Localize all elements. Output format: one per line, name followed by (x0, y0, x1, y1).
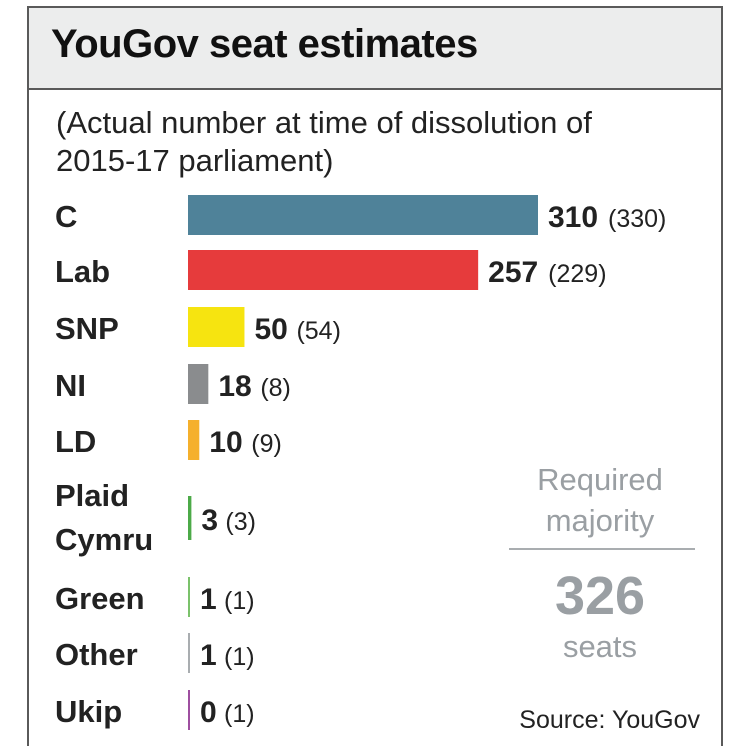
chart-subtitle: (Actual number at time of dissolution of… (56, 105, 592, 178)
party-label-other: Other (55, 637, 138, 672)
party-label-ukip: Ukip (55, 694, 122, 729)
party-label-plaid-cymru: Cymru (55, 522, 153, 557)
bar-ukip (188, 690, 190, 730)
bar-green (188, 577, 190, 617)
bar-ni (188, 364, 209, 404)
party-label-green: Green (55, 581, 145, 616)
chart-frame: YouGov seat estimates (Actual number at … (27, 6, 723, 746)
chart-title: YouGov seat estimates (51, 22, 478, 66)
previous-label-plaid-cymru: (3) (225, 508, 256, 536)
party-label-ld: LD (55, 424, 96, 459)
source-label: Source: YouGov (519, 706, 700, 734)
party-label-ni: NI (55, 368, 86, 403)
value-label-c: 310 (548, 201, 598, 234)
previous-label-ni: (8) (260, 374, 291, 402)
party-label-c: C (55, 199, 77, 234)
majority-label-line1: Required (537, 462, 663, 497)
bar-other (188, 633, 190, 673)
previous-label-ld: (9) (251, 430, 282, 458)
previous-label-c: (330) (608, 205, 666, 233)
previous-label-lab: (229) (548, 260, 606, 288)
bar-c (188, 195, 538, 235)
previous-label-snp: (54) (296, 317, 340, 345)
majority-number: 326 (555, 566, 645, 626)
value-label-ukip: 0 (200, 696, 217, 729)
value-label-snp: 50 (254, 313, 287, 346)
bar-snp (188, 307, 245, 347)
value-label-ld: 10 (209, 426, 242, 459)
value-label-other: 1 (200, 639, 217, 672)
bar-ld (188, 420, 200, 460)
value-label-lab: 257 (488, 256, 538, 289)
bar-plaid-cymru (188, 496, 192, 540)
bar-lab (188, 250, 479, 290)
majority-label-line2: majority (546, 503, 655, 538)
previous-label-green: (1) (224, 587, 255, 615)
party-label-lab: Lab (55, 254, 110, 289)
previous-label-ukip: (1) (224, 700, 255, 728)
value-label-plaid-cymru: 3 (201, 504, 218, 537)
majority-unit: seats (563, 629, 637, 664)
value-label-green: 1 (200, 583, 217, 616)
party-label-snp: SNP (55, 311, 119, 346)
title-band: YouGov seat estimates (29, 8, 721, 90)
previous-label-other: (1) (224, 643, 255, 671)
party-label-plaid-cymru: Plaid (55, 478, 129, 513)
value-label-ni: 18 (218, 370, 251, 403)
